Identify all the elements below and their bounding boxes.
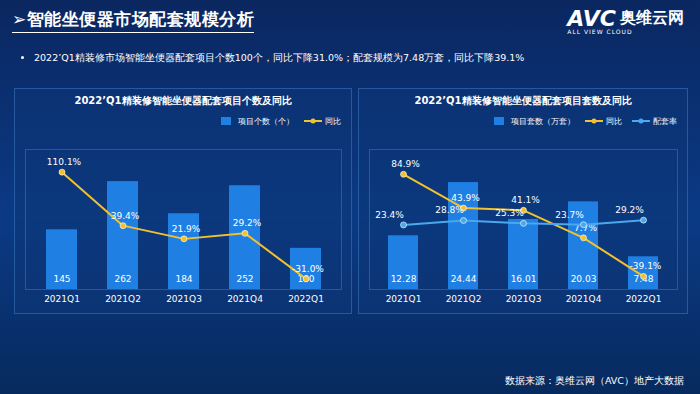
svg-text:2022Q1: 2022Q1 [288, 294, 324, 304]
html-text:同比: 同比 [325, 116, 341, 126]
svg-text:20.03: 20.03 [571, 274, 597, 284]
svg-text:100: 100 [297, 273, 315, 284]
svg-text:43.9%: 43.9% [451, 193, 480, 203]
svg-text:110.1%: 110.1% [47, 157, 82, 167]
html-text:项目个数（个）: 项目个数（个） [238, 116, 294, 126]
svg-text:23.7%: 23.7% [555, 210, 584, 220]
svg-text:2021Q2: 2021Q2 [446, 294, 482, 304]
svg-text:-39.1%: -39.1% [630, 261, 662, 271]
html-text:配套率: 配套率 [653, 116, 677, 126]
svg-text:-31.0%: -31.0% [292, 264, 324, 274]
svg-text:2021Q1: 2021Q1 [386, 294, 422, 304]
html-text:ALL VIEW CLOUD: ALL VIEW CLOUD [567, 28, 633, 35]
html-text:2022’Q1精装修智能坐便器配套项目套数及同比: 2022’Q1精装修智能坐便器配套项目套数及同比 [414, 95, 632, 106]
html-text:2022’Q1精装修智能坐便器配套项目个数及同比: 2022’Q1精装修智能坐便器配套项目个数及同比 [74, 95, 292, 106]
html-text:项目套数（万套）: 项目套数（万套） [511, 116, 575, 126]
svg-text:184: 184 [175, 274, 192, 284]
svg-text:7.7%: 7.7% [574, 222, 597, 233]
svg-text:41.1%: 41.1% [511, 195, 540, 205]
html-text:数据来源：奥维云网（AVC）地产大数据: 数据来源：奥维云网（AVC）地产大数据 [505, 375, 684, 386]
svg-text:145: 145 [53, 274, 70, 284]
svg-text:2021Q3: 2021Q3 [166, 294, 202, 304]
svg-text:25.3%: 25.3% [495, 208, 524, 218]
svg-text:2021Q1: 2021Q1 [44, 294, 80, 304]
svg-text:2021Q4: 2021Q4 [566, 294, 602, 304]
html-text:2022’Q1精装修市场智能坐便器配套项目个数100个，同比: 2022’Q1精装修市场智能坐便器配套项目个数100个，同比下降31.0%；配套… [34, 52, 525, 63]
svg-text:12.28: 12.28 [391, 274, 417, 284]
svg-text:2021Q2: 2021Q2 [105, 294, 141, 304]
svg-text:24.44: 24.44 [451, 274, 477, 284]
html-text:AVC 奥维云网: AVC 奥维云网 [567, 6, 684, 31]
svg-text:16.01: 16.01 [511, 274, 537, 284]
svg-text:23.4%: 23.4% [375, 210, 404, 220]
svg-text:2021Q4: 2021Q4 [227, 294, 263, 304]
html-text:同比: 同比 [606, 116, 622, 126]
svg-text:2021Q3: 2021Q3 [506, 294, 542, 304]
svg-text:7.48: 7.48 [633, 274, 653, 284]
svg-text:21.9%: 21.9% [172, 224, 201, 234]
svg-text:252: 252 [236, 274, 253, 284]
html-text:➢智能坐便器市场配套规模分析: ➢智能坐便器市场配套规模分析 [12, 9, 255, 29]
svg-text:39.4%: 39.4% [111, 211, 140, 221]
svg-text:84.9%: 84.9% [391, 159, 420, 169]
svg-text:262: 262 [114, 274, 131, 284]
svg-text:2022Q1: 2022Q1 [626, 294, 662, 304]
svg-text:29.2%: 29.2% [615, 205, 644, 215]
svg-text:29.2%: 29.2% [233, 218, 262, 228]
svg-text:28.8%: 28.8% [435, 205, 464, 215]
